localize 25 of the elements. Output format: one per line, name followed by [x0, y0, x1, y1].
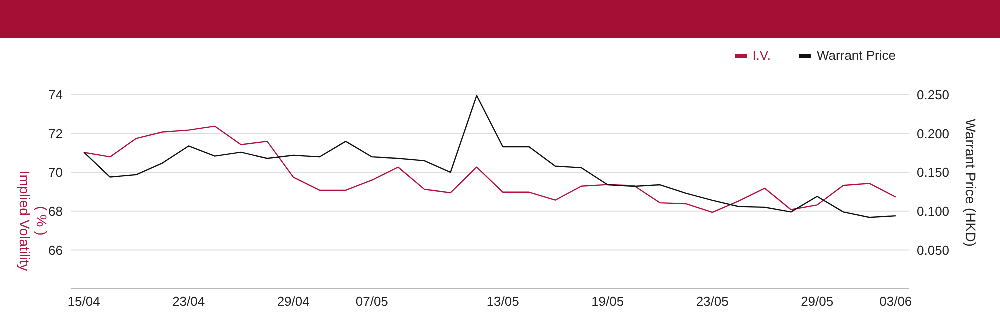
y2-tick-label: 0.200	[917, 126, 950, 142]
x-tick-label: 19/05	[592, 294, 624, 310]
y-tick-label: 68	[48, 204, 63, 220]
y2-axis-title: Warrant Price (HKD)	[963, 119, 979, 247]
y2-tick-label: 0.100	[917, 204, 950, 220]
legend-label: Warrant Price	[816, 48, 896, 63]
y-tick-label: 66	[48, 242, 63, 258]
line-series	[83, 126, 897, 214]
legend-label: I.V.	[752, 48, 772, 63]
y-axis-title: Implied Volatility ( % )	[17, 170, 50, 272]
x-tick-label: 23/04	[172, 294, 206, 310]
y-tick-label: 72	[48, 126, 63, 142]
x-tick-label: 15/04	[68, 294, 100, 310]
x-tick-label: 07/05	[356, 294, 388, 310]
y2-tick-label: 0.050	[917, 242, 950, 258]
x-tick-label: 23/05	[696, 294, 729, 310]
x-tick-label: 03/06	[880, 294, 912, 310]
x-tick-label: 29/05	[801, 294, 834, 310]
x-tick-label: 29/04	[277, 294, 310, 310]
x-tick-label: 13/05	[486, 294, 520, 310]
y-tick-label: 74	[48, 88, 63, 103]
y2-tick-label: 0.150	[917, 165, 950, 180]
y2-tick-label: 0.250	[917, 88, 950, 103]
line-series	[83, 95, 897, 218]
y-tick-label: 70	[48, 165, 63, 180]
